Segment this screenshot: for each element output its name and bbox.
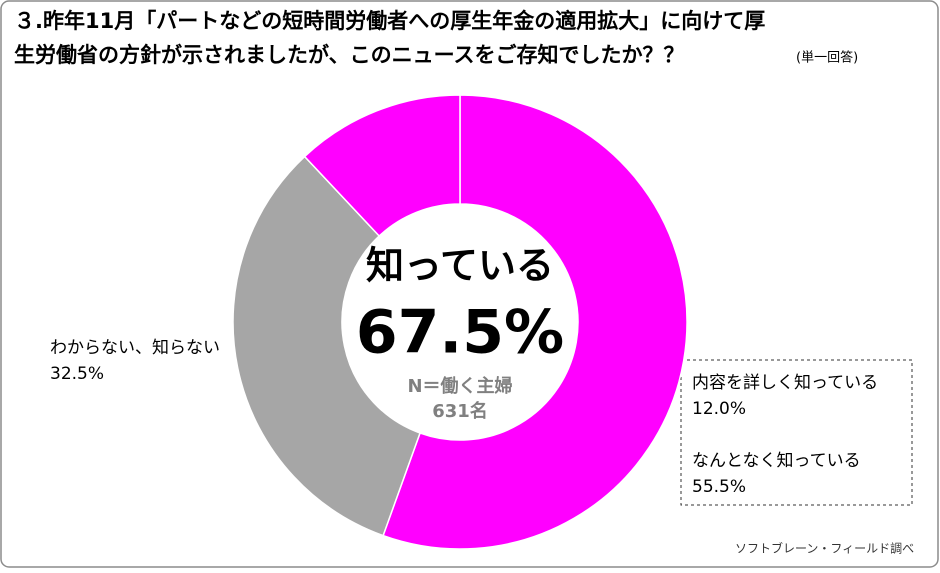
subtitle: (単一回答): [796, 50, 858, 66]
center-title: 知っている: [366, 244, 554, 288]
segment-label: わからない、知らない: [50, 338, 220, 358]
donut-segment: [382, 94, 688, 550]
chart-title: ３.昨年11月「パートなどの短時間労働者への厚生年金の適用拡大」に向けて厚: [14, 9, 765, 33]
sample: N＝働く主婦: [407, 375, 512, 397]
value-label: 55.5%: [692, 477, 746, 497]
sample: 631名: [432, 400, 488, 422]
center-value: 67.5%: [356, 298, 564, 368]
chart-title: 生労働省の方針が示されましたが、このニュースをご存知でしたか？？: [14, 43, 685, 67]
segment-label: 内容を詳しく知っている: [692, 373, 878, 393]
label-box: [680, 359, 913, 506]
source: ソフトブレーン・フィールド調べ: [735, 541, 914, 556]
donut-segment: [232, 155, 421, 537]
value-label: 12.0%: [692, 399, 746, 419]
donut-segment: [303, 94, 461, 238]
value-label: 32.5%: [50, 364, 104, 384]
segment-label: なんとなく知っている: [692, 451, 861, 471]
